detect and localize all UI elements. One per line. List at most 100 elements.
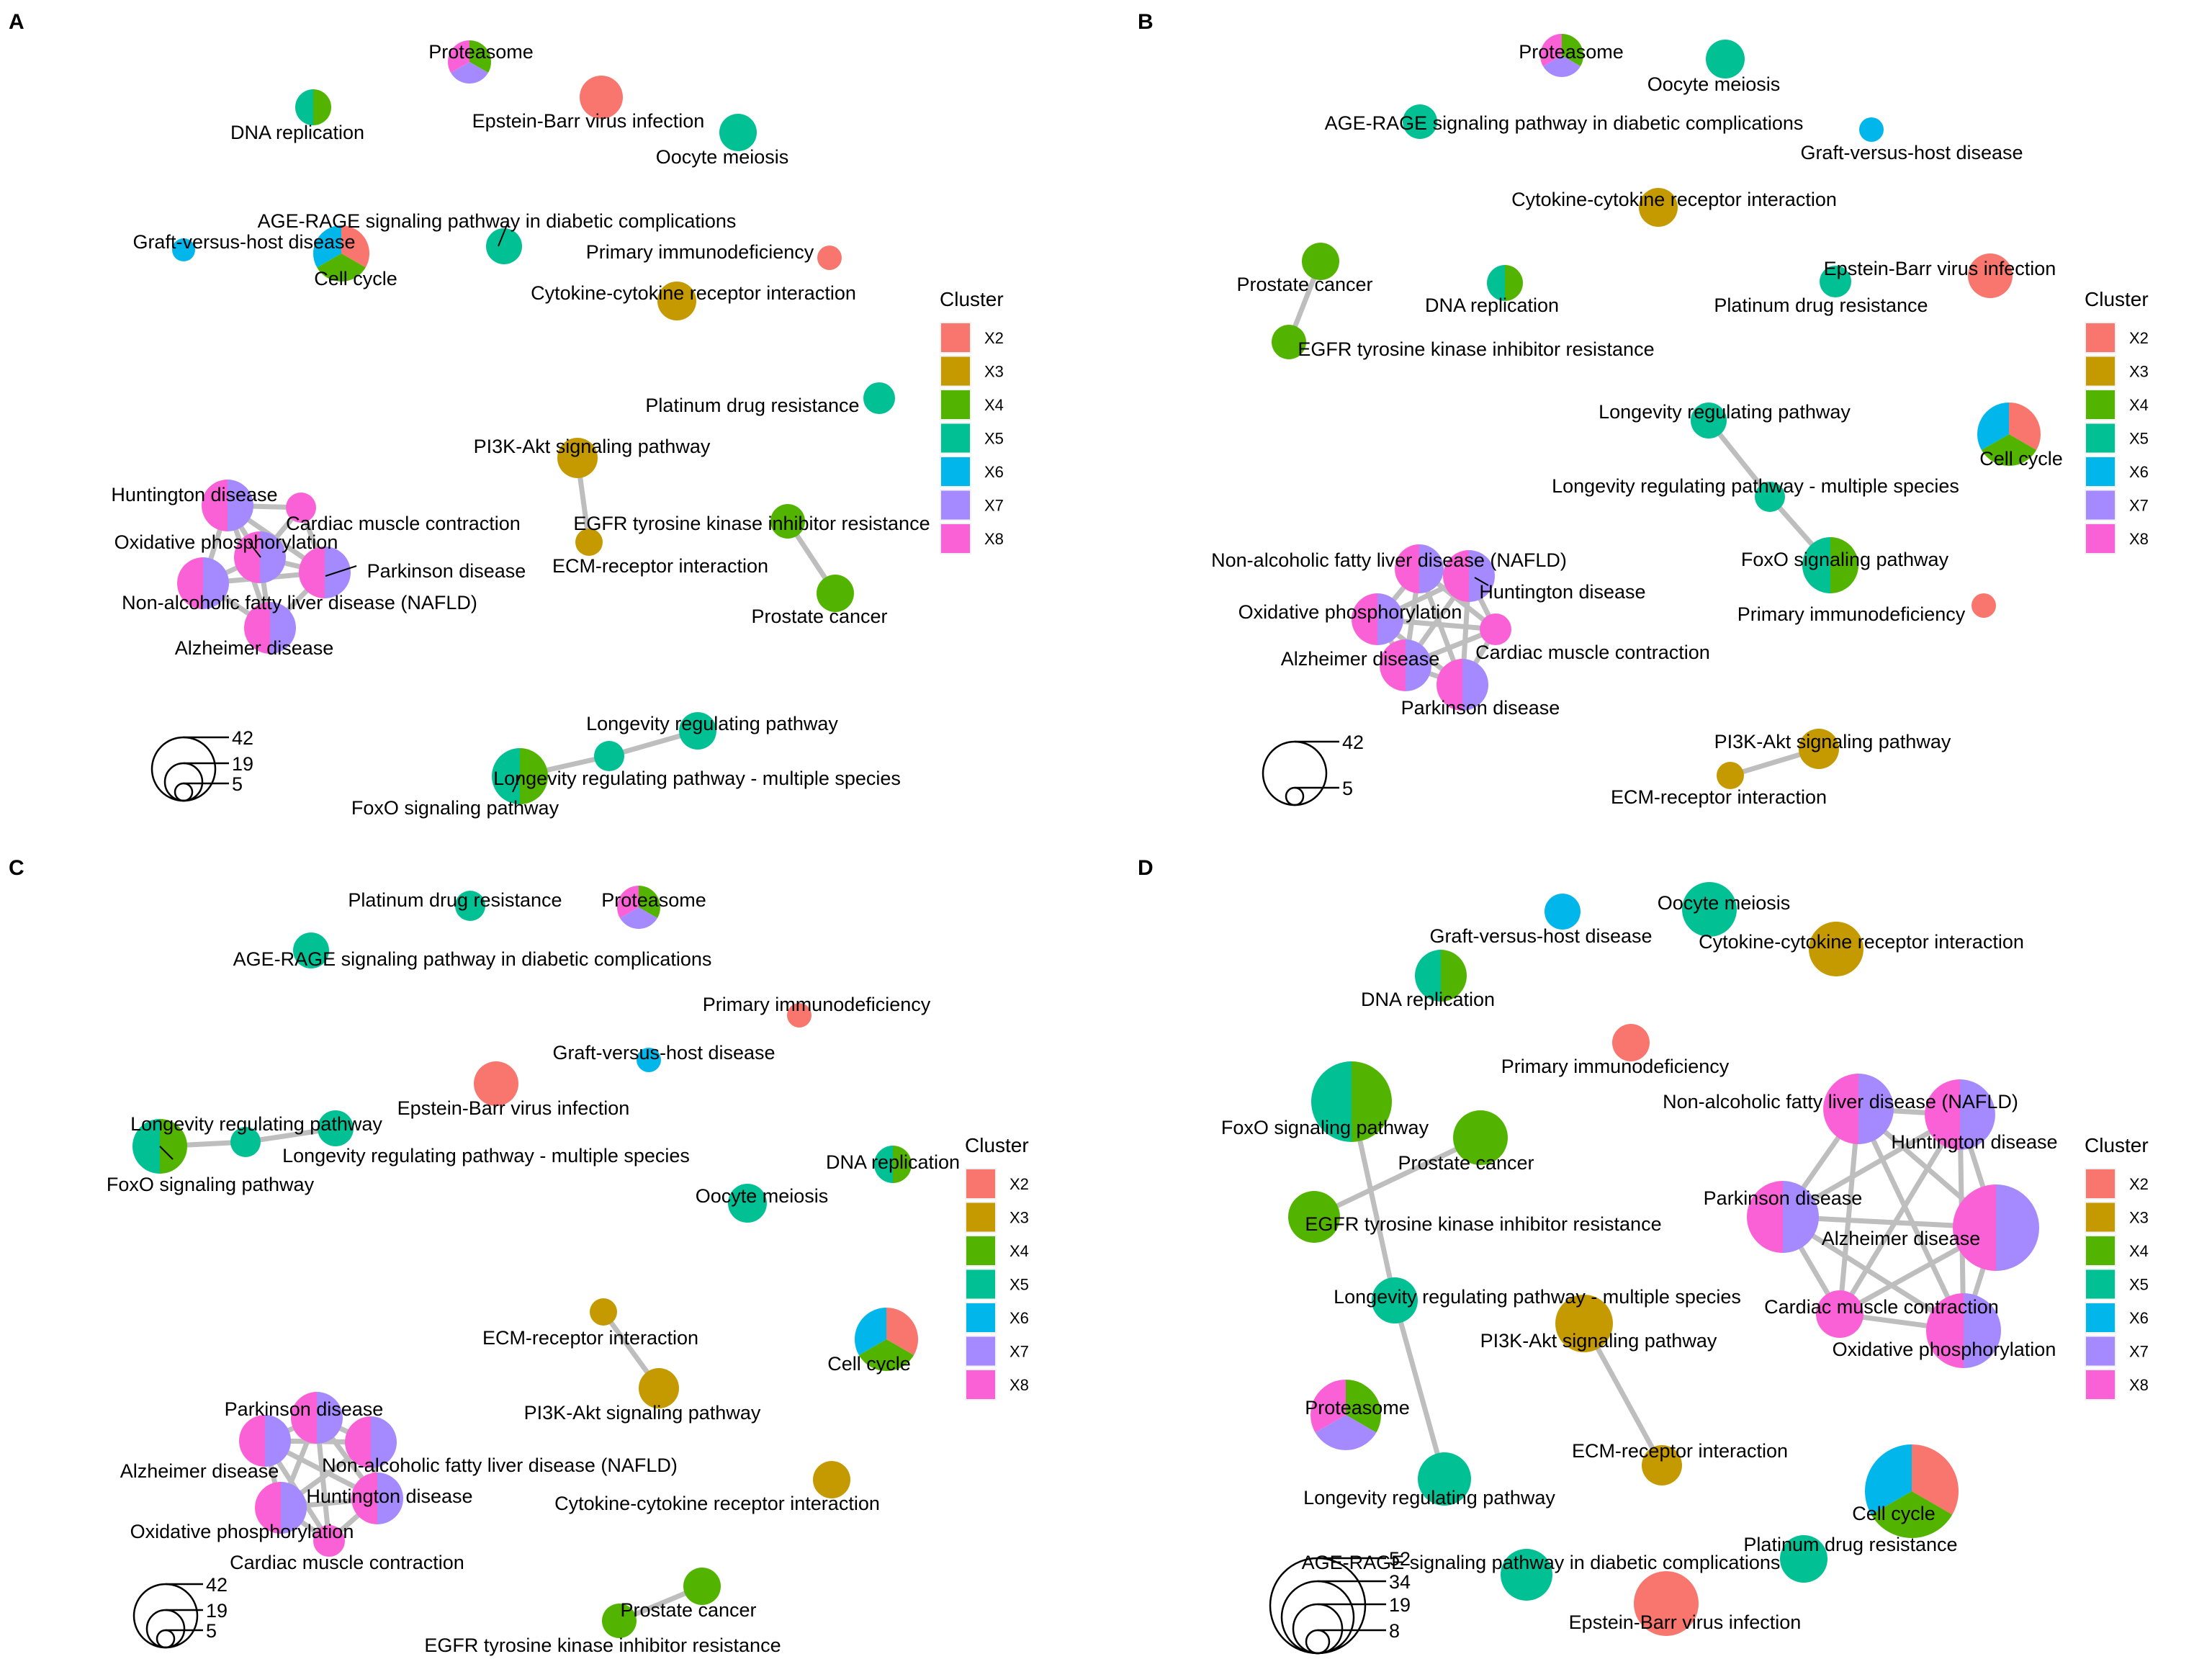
node-alzheimer-disease [1953,1184,2039,1271]
size-legend-circle [174,782,194,802]
node-label-longevity-regulating-pathway: Longevity regulating pathway [130,1113,382,1135]
node-ecm-receptor-interaction [1642,1445,1682,1485]
node-longevity-regulating-pathway [318,1110,354,1146]
node-alzheimer-disease [239,1415,291,1467]
node-label-non-alcoholic-fatty-liver-disease-nafld: Non-alcoholic fatty liver disease (NAFLD… [122,592,477,613]
node-label-dna-replication: DNA replication [1361,989,1495,1010]
node-epstein-barr-virus-infection [474,1061,518,1106]
legend-swatch [941,423,970,453]
node-label-proteasome: Proteasome [428,41,534,63]
pie-slice-x4 [1352,1061,1392,1142]
node-label-epstein-barr-virus-infection: Epstein-Barr virus infection [1569,1611,1802,1633]
node-epstein-barr-virus-infection [1968,253,2013,298]
legend-label: X2 [1010,1175,1029,1193]
node-label-ecm-receptor-interaction: ECM-receptor interaction [482,1327,698,1349]
node-label-cytokine-cytokine-receptor-interaction: Cytokine-cytokine receptor interaction [1511,189,1837,210]
node-dna-replication [874,1146,912,1183]
pie-slice-x4 [893,1146,912,1183]
node-pi3k-akt-signaling-pathway [557,438,598,478]
node-cell-cycle [1977,403,2041,467]
pie-slice-x6 [1977,403,2009,450]
legend-swatch [941,457,970,486]
size-legend-circle [1262,740,1328,806]
node-label-parkinson-disease: Parkinson disease [225,1398,384,1420]
pie-slice-x7 [1462,659,1488,711]
node-huntington-disease [1925,1079,1995,1150]
pie-slice-x4 [1272,325,1306,359]
legend-label: X4 [2129,396,2149,414]
network-edge [1837,1112,1963,1317]
size-legend: 42 5 [1262,732,1364,806]
size-legend-circle [1292,1603,1344,1655]
node-label-proteasome: Proteasome [601,889,706,911]
node-label-oxidative-phosphorylation: Oxidative phosphorylation [1833,1339,2056,1360]
size-legend-circle [150,736,217,802]
legend-key-x5: X5 [2085,422,2149,454]
node-label-oxidative-phosphorylation: Oxidative phosphorylation [1238,601,1462,623]
label-leader-line [248,541,261,558]
node-ecm-receptor-interaction [1717,762,1744,789]
node-label-graft-versus-host-disease: Graft-versus-host disease [132,231,355,253]
panel-letter: D [1138,856,1154,880]
size-legend-circle [1285,786,1305,806]
pie-slice-x8 [291,1392,317,1444]
node-label-cardiac-muscle-contraction: Cardiac muscle contraction [1764,1296,1999,1318]
node-egfr-tyrosine-kinase-inhibitor-resistance [602,1604,637,1638]
pie-slice-x8 [1310,1380,1346,1433]
node-proteasome [1310,1380,1382,1451]
pie-slice-x3 [1642,1445,1682,1485]
panel-c: C Platinum drug resistance Proteasome AGE-R… [9,856,1029,1656]
pie-slice-x7 [260,531,286,583]
pie-slice-x3 [1809,922,1863,976]
node-label-parkinson-disease: Parkinson disease [1401,697,1560,719]
pie-slice-x7 [1783,1181,1819,1253]
node-label-dna-replication: DNA replication [1425,295,1559,316]
node-age-rage-signaling-pathway-in-diabetic-complications [486,228,522,264]
node-foxo-signaling-pathway [1802,537,1858,593]
legend-swatch [2086,1202,2115,1232]
node-longevity-regulating-pathway-multiple-species [594,741,624,771]
size-legend-label: 42 [1342,732,1364,753]
legend-key-x6: X6 [2085,1302,2149,1334]
node-longevity-regulating-pathway [1418,1452,1471,1506]
legend-label: X2 [2129,1175,2149,1193]
node-label-longevity-regulating-pathway: Longevity regulating pathway [1599,401,1851,423]
pie-slice-x7 [228,480,253,531]
legend-key-x7: X7 [2085,489,2149,521]
pie-slice-x4 [1830,537,1858,593]
node-label-alzheimer-disease: Alzheimer disease [120,1460,279,1482]
legend-swatch [966,1303,995,1332]
pie-slice-x5 [679,712,716,750]
pie-slice-x5 [1372,1277,1418,1323]
node-label-graft-versus-host-disease: Graft-versus-host disease [1800,142,2023,163]
pie-slice-x5 [728,1184,767,1223]
pie-slice-x4 [683,1568,721,1605]
pie-slice-x4 [1981,434,2037,467]
node-label-prostate-cancer: Prostate cancer [1398,1152,1534,1174]
pie-slice-x5 [486,228,522,264]
node-label-alzheimer-disease: Alzheimer disease [1822,1228,1981,1249]
size-legend-circle [1305,1629,1331,1655]
pie-slice-x8 [1352,593,1377,645]
node-cytokine-cytokine-receptor-interaction [1809,922,1863,976]
pie-slice-x7 [371,1416,397,1468]
panel-letter: C [9,856,24,880]
legend-key-x3: X3 [2085,1201,2149,1233]
legend-label: X3 [984,363,1004,381]
node-label-pi3k-akt-signaling-pathway: PI3K-Akt signaling pathway [1480,1330,1717,1352]
node-label-pi3k-akt-signaling-pathway: PI3K-Akt signaling pathway [1714,731,1951,752]
pie-slice-x8 [1437,659,1462,711]
legend-key-x2: X2 [2085,322,2149,354]
pie-slice-x5 [594,741,624,771]
legend-swatch [2086,1303,2115,1332]
label-leader-line [498,222,508,247]
legend-key-x8: X8 [965,1369,1029,1401]
node-oocyte-meiosis [1682,882,1737,937]
node-longevity-regulating-pathway [1691,403,1727,439]
node-oxidative-phosphorylation [1352,593,1403,645]
legend-label: X8 [1010,1376,1029,1394]
legend-label: X3 [2129,1209,2149,1227]
node-label-oocyte-meiosis: Oocyte meiosis [1647,73,1781,95]
node-label-primary-immunodeficiency: Primary immunodeficiency [586,241,814,263]
legend-swatch [2086,1236,2115,1265]
